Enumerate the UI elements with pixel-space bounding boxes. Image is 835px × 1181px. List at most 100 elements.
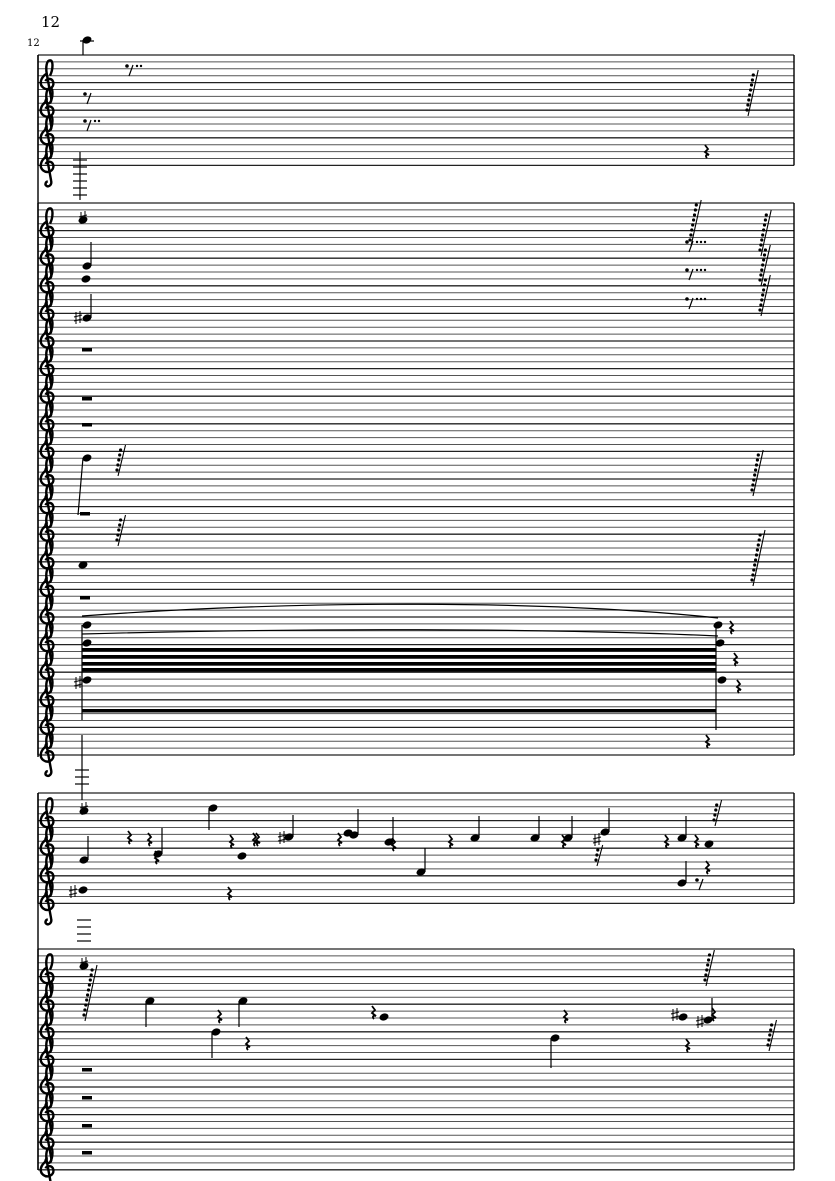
rest-flag-dot [767,1038,771,1042]
rest-flag-dot [762,228,766,232]
rest-flag-dot [762,288,766,292]
rest-flag-dot [769,1028,773,1032]
rest-flag-dot [749,83,754,87]
whole-rest-icon [82,1151,92,1155]
rest-flag-dot [763,248,768,252]
beam [82,668,716,672]
sharp-icon [277,831,287,844]
eighth-rest-icon [128,64,134,77]
rest-flag-dot [756,453,760,457]
sharp-icon [695,1015,705,1028]
rest-flag-dot [760,298,764,302]
whole-rest-icon [80,596,90,600]
rest-stem [752,449,764,497]
rest-flag-dot [594,858,598,862]
eighth-rest-icon [125,64,129,68]
quarter-rest-icon [663,834,670,849]
tie [81,629,719,637]
note-head [416,868,426,876]
note-head [678,1013,688,1021]
rest-flag-dot [596,848,600,852]
quarter-rest-icon [684,1038,691,1053]
rest-flag-dot [763,218,768,222]
whole-rest-icon [82,1096,92,1100]
eighth-rest-icon [688,240,694,253]
rest-flag-dot [117,458,121,462]
note-head [208,804,218,812]
dot [699,268,703,272]
rest-flag-dot [762,258,766,262]
rest-flag-dot [762,283,767,287]
rest-flag-dot [713,813,717,817]
eighth-rest-icon [698,878,704,891]
rest-flag-dot [766,1043,770,1047]
tie [81,603,719,619]
note-head [600,828,610,836]
rest-flag-dot [759,243,763,247]
quarter-rest-icon [704,734,711,749]
rest-flag-dot [118,453,122,457]
rest-flag-dot [715,803,719,807]
note-head [82,676,92,684]
note-head [715,639,725,647]
rest-flag-dot [750,78,755,82]
rest-flag-dot [714,808,718,812]
note-head [563,834,573,842]
rest-flag-dot [762,253,767,257]
dot [139,64,143,68]
measure-number: 12 [27,38,40,49]
rest-flag-dot [749,88,753,92]
rest-flag-dot [688,238,692,242]
quarter-rest-icon [693,834,700,849]
beam [82,662,716,666]
rest-flag-dot [83,1008,87,1012]
whole-rest-icon [82,1068,92,1072]
rest-flag-dot [761,233,765,237]
dot [699,297,703,301]
rest-flag-dot [88,978,92,982]
rest-flag-dot [117,528,121,532]
treble-clef-icon [39,879,55,926]
sharp-icon [79,802,89,815]
note-head [704,840,714,848]
dot [699,240,703,244]
note-head [677,834,687,842]
note-head [153,850,163,858]
quarter-rest-icon [146,832,153,847]
note-head [78,886,88,894]
rest-flag-dot [754,558,758,562]
rest-stem [747,69,759,117]
treble-clef-icon [39,141,55,188]
eighth-rest-icon [83,119,87,123]
rest-stem [752,529,766,587]
rest-flag-dot [85,998,89,1002]
sharp-icon [78,211,88,224]
note-head [384,838,394,846]
quarter-rest-icon [126,830,133,845]
rest-flag-dot [119,518,123,522]
quarter-rest-icon [562,1009,569,1024]
eighth-rest-icon [688,297,694,310]
rest-stem [705,949,715,987]
rest-stem [760,244,771,287]
quarter-rest-icon [370,1005,377,1020]
whole-rest-icon [82,423,92,427]
note-head [82,621,92,629]
note-head [349,831,359,839]
rest-flag-dot [118,523,122,527]
rest-flag-dot [691,223,695,227]
rest-flag-dot [82,1013,86,1017]
rest-flag-dot [706,963,710,967]
rest-flag-dot [751,483,755,487]
eighth-rest-icon [695,878,699,882]
note-head [237,852,247,860]
quarter-rest-icon [226,886,233,901]
quarter-rest-icon [735,679,742,694]
rest-stem [117,444,127,477]
note-head [145,997,155,1005]
note-head [82,639,92,647]
rest-flag-dot [115,538,119,542]
eighth-rest-icon [83,92,87,96]
rest-flag-dot [770,1023,774,1027]
page-number: 12 [41,13,61,31]
